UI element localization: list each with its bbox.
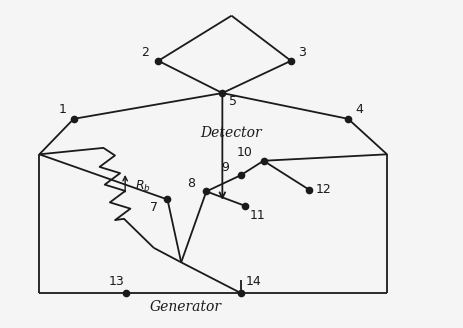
Text: 3: 3: [298, 46, 306, 59]
Text: 13: 13: [108, 275, 124, 288]
Text: 14: 14: [245, 275, 261, 288]
Text: 9: 9: [221, 161, 229, 174]
Text: 5: 5: [229, 95, 237, 108]
Text: 8: 8: [187, 177, 195, 190]
Text: Detector: Detector: [200, 126, 263, 140]
Text: 4: 4: [355, 103, 363, 116]
Text: $R_b$: $R_b$: [136, 179, 151, 194]
Text: 10: 10: [236, 146, 252, 159]
Text: 2: 2: [141, 46, 149, 59]
Text: 11: 11: [250, 209, 266, 222]
Text: Generator: Generator: [150, 299, 222, 314]
Text: 7: 7: [150, 201, 158, 214]
Text: 1: 1: [59, 103, 67, 116]
Text: 12: 12: [316, 183, 332, 196]
